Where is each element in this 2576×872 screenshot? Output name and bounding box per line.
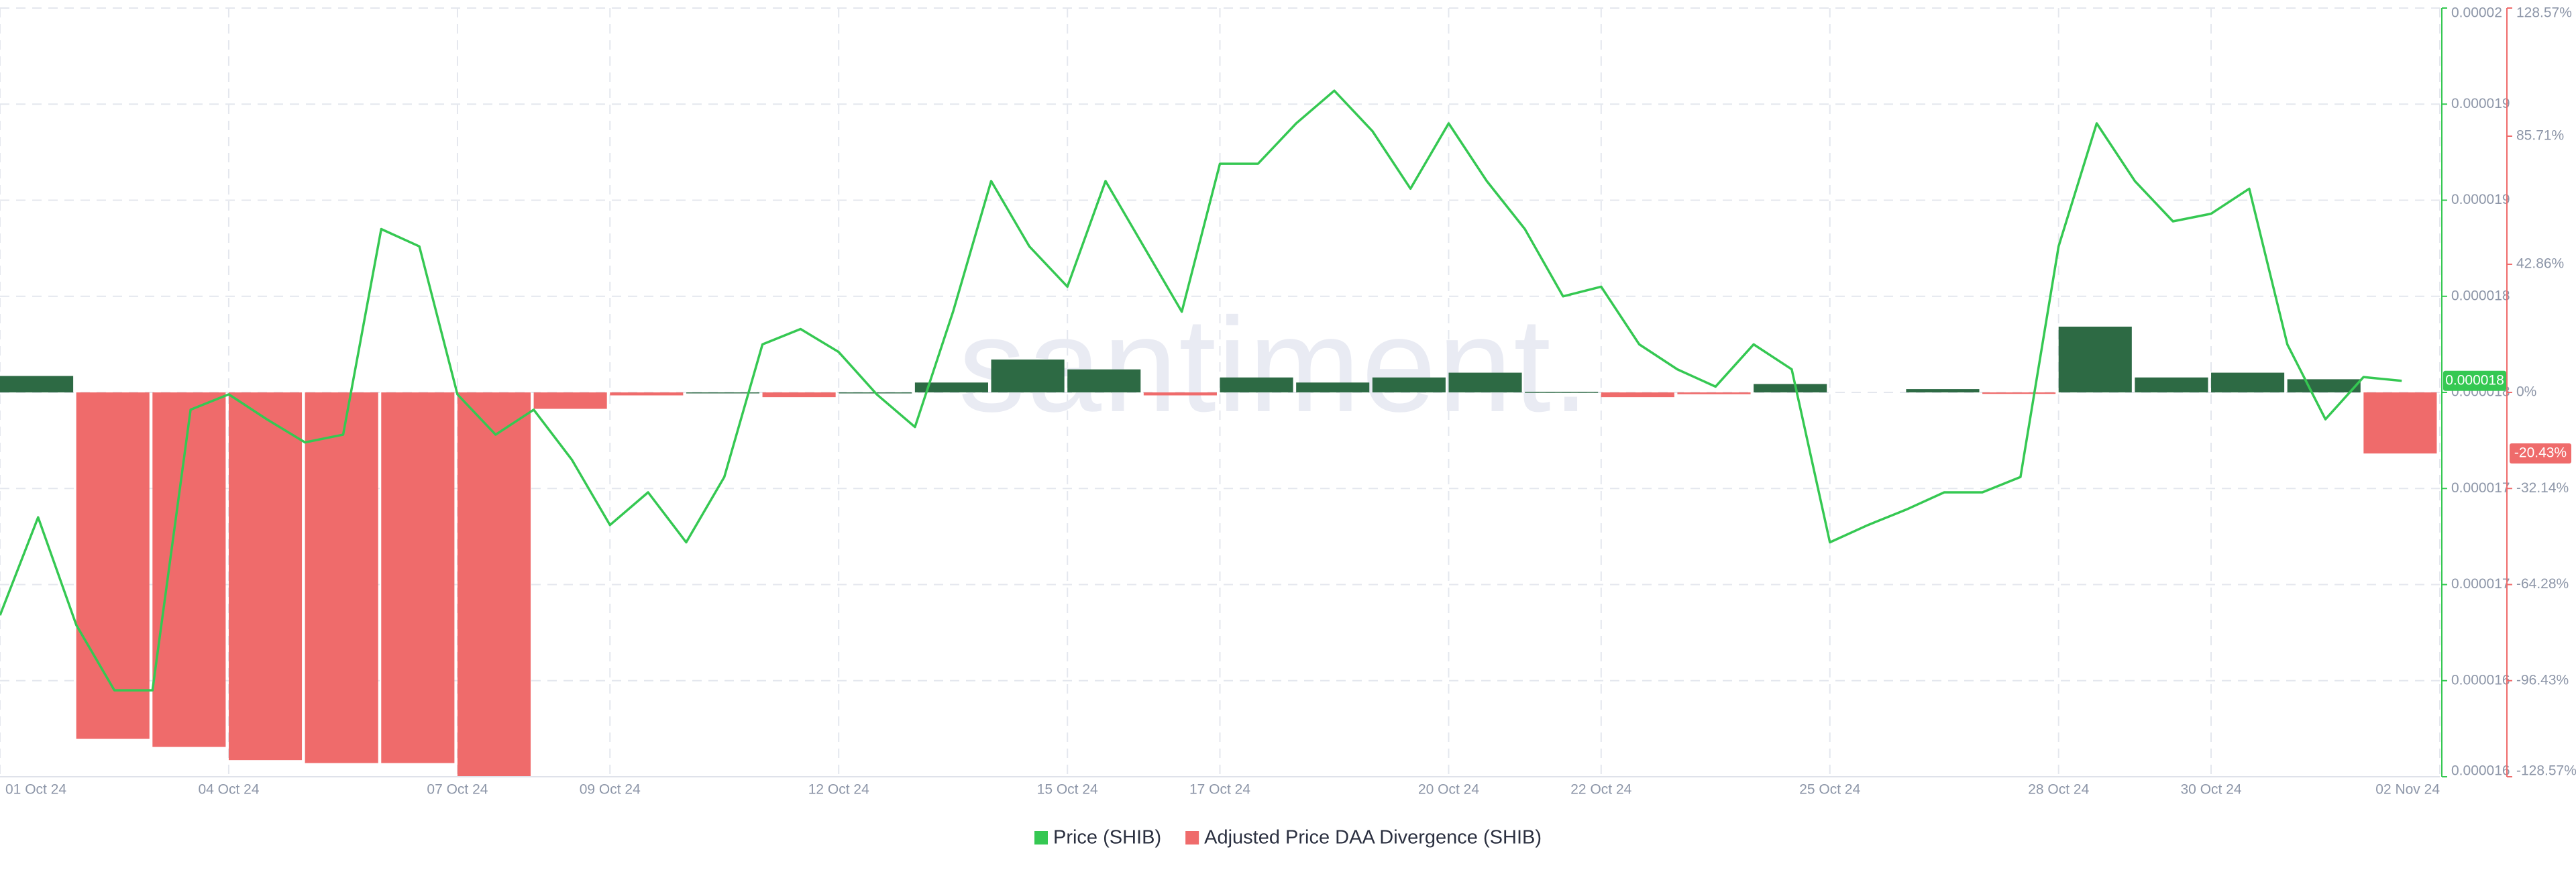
- bar: [991, 359, 1065, 392]
- y2-tick-label: -32.14%: [2516, 480, 2569, 496]
- x-tick-label: 30 Oct 24: [2181, 782, 2242, 798]
- y2-tick-label: 0%: [2516, 384, 2536, 400]
- legend-swatch: [1185, 831, 1199, 844]
- x-tick-label: 15 Oct 24: [1037, 782, 1098, 798]
- x-tick-label: 01 Oct 24: [5, 782, 66, 798]
- y2-tick-label: -96.43%: [2516, 672, 2569, 688]
- y-tick-label: 0.000017: [2451, 576, 2510, 592]
- bar: [610, 392, 684, 396]
- bar: [1372, 377, 1446, 392]
- x-tick-label: 02 Nov 24: [2375, 782, 2440, 798]
- bar: [1677, 392, 1751, 394]
- bar: [381, 392, 455, 763]
- y-tick-label: 0.000016: [2451, 763, 2510, 779]
- legend-label: Price (SHIB): [1053, 827, 1161, 849]
- bar: [152, 392, 226, 747]
- bar: [1754, 384, 1827, 392]
- bar: [1067, 369, 1141, 392]
- x-tick-label: 04 Oct 24: [198, 782, 259, 798]
- lines: [0, 89, 2402, 692]
- bar: [1601, 392, 1674, 398]
- bar: [305, 392, 378, 763]
- x-tick-label: 12 Oct 24: [808, 782, 869, 798]
- bar: [2058, 326, 2132, 392]
- bar: [457, 392, 531, 777]
- bar: [2135, 377, 2208, 392]
- y2-tick-label: -64.28%: [2516, 576, 2569, 592]
- legend: Price (SHIB) Adjusted Price DAA Divergenc…: [1034, 827, 1542, 849]
- y-tick-label: 0.000018: [2451, 288, 2510, 303]
- bar: [1220, 377, 1293, 392]
- bar: [76, 392, 150, 739]
- value-label: 0.000018: [2445, 372, 2504, 388]
- bar: [1525, 392, 1599, 393]
- y-tick-label: 0.000016: [2451, 672, 2510, 688]
- y-tick-label: 0.000017: [2451, 480, 2510, 496]
- x-tick-label: 28 Oct 24: [2028, 782, 2089, 798]
- legend-swatch: [1034, 831, 1048, 844]
- axes: 0.000016 0.000016 0.000017 0.000017 0.000018…: [0, 5, 2576, 798]
- price-line: [0, 89, 2402, 692]
- legend-label: Adjusted Price DAA Divergence (SHIB): [1204, 827, 1542, 849]
- bar: [1296, 382, 1370, 392]
- bar: [0, 376, 74, 392]
- bars: [0, 326, 2437, 777]
- x-tick-label: 20 Oct 24: [1418, 782, 1479, 798]
- bar: [914, 382, 988, 392]
- y-tick-label: 0.000019: [2451, 192, 2510, 207]
- x-tick-label: 17 Oct 24: [1189, 782, 1250, 798]
- bar: [1982, 392, 2056, 394]
- bar: [2363, 392, 2437, 454]
- y2-tick-label: -128.57%: [2516, 763, 2576, 779]
- x-tick-label: 22 Oct 24: [1570, 782, 1631, 798]
- bar: [1906, 389, 1980, 392]
- value-label-box: [2510, 443, 2571, 464]
- bar: [1143, 392, 1217, 396]
- x-tick-label: 07 Oct 24: [427, 782, 488, 798]
- y2-tick-label: 85.71%: [2516, 128, 2564, 144]
- bar: [2211, 372, 2285, 392]
- bar: [762, 392, 836, 398]
- bar: [533, 392, 607, 409]
- bar: [228, 392, 303, 761]
- y-tick-label: 0.000019: [2451, 96, 2510, 111]
- y2-tick-label: 128.57%: [2516, 5, 2572, 21]
- x-tick-label: 09 Oct 24: [580, 782, 641, 798]
- x-tick-label: 25 Oct 24: [1799, 782, 1860, 798]
- bar: [1448, 372, 1522, 392]
- value-label: -20.43%: [2514, 445, 2567, 461]
- y2-tick-label: 42.86%: [2516, 256, 2564, 272]
- bar: [686, 392, 760, 394]
- y-tick-label: 0.00002: [2451, 5, 2502, 21]
- bar: [2287, 379, 2361, 392]
- value-label-box: [2443, 370, 2506, 391]
